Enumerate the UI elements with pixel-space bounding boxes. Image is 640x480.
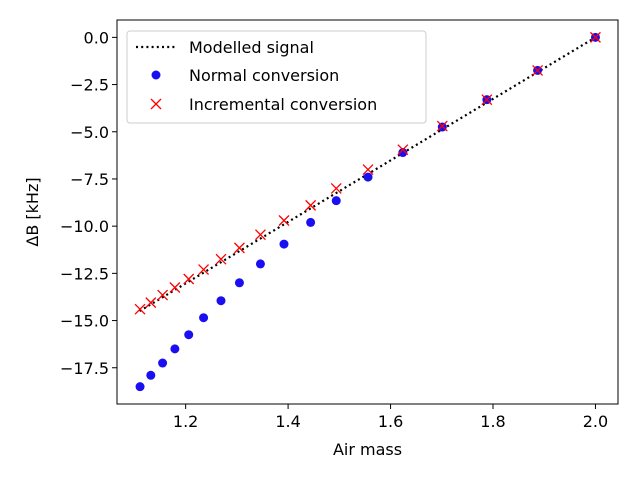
y-tick-label: −5.0 xyxy=(70,123,109,142)
y-axis-label: ΔB [kHz] xyxy=(23,177,42,246)
data-point-incremental-conversion xyxy=(233,242,245,254)
data-point-normal-conversion xyxy=(199,313,209,323)
data-point-normal-conversion xyxy=(146,370,156,380)
legend-marker-swatch xyxy=(150,98,162,110)
data-point-incremental-conversion xyxy=(134,303,146,315)
data-point-incremental-conversion xyxy=(278,215,290,226)
data-point-incremental-conversion xyxy=(198,264,210,276)
data-point-normal-conversion xyxy=(216,296,226,306)
legend-entry-incremental-conversion: Incremental conversion xyxy=(150,95,377,114)
data-point-incremental-conversion xyxy=(215,253,227,265)
x-axis-label: Air mass xyxy=(333,440,402,459)
legend-items: Modelled signal Normal conversion Incremen… xyxy=(136,38,377,114)
data-point-normal-conversion xyxy=(184,330,194,340)
data-point-normal-conversion xyxy=(363,172,373,182)
data-point-normal-conversion xyxy=(234,278,244,288)
x-tick-label: 1.6 xyxy=(378,412,403,431)
data-point-incremental-conversion xyxy=(305,199,317,211)
legend-entry-normal-conversion: Normal conversion xyxy=(151,66,339,85)
data-point-normal-conversion xyxy=(437,122,447,132)
legend-label: Incremental conversion xyxy=(189,95,377,114)
data-point-incremental-conversion xyxy=(436,120,448,132)
data-point-incremental-conversion xyxy=(183,273,195,285)
y-tick-label: −2.5 xyxy=(70,76,109,95)
data-point-normal-conversion xyxy=(279,239,289,249)
data-point-normal-conversion xyxy=(331,196,341,206)
data-point-incremental-conversion xyxy=(157,289,169,301)
data-point-normal-conversion xyxy=(170,344,180,354)
x-tick-label: 2.0 xyxy=(583,412,608,431)
legend: Modelled signal Normal conversion Incremen… xyxy=(126,30,427,124)
data-point-normal-conversion xyxy=(135,382,145,392)
x-tick-label: 1.2 xyxy=(173,412,198,431)
y-tick-label: −7.5 xyxy=(70,170,109,189)
y-tick-label: −17.5 xyxy=(60,359,109,378)
legend-entry-modelled-signal: Modelled signal xyxy=(136,38,314,57)
legend-marker-swatch xyxy=(151,70,161,80)
data-point-incremental-conversion xyxy=(397,144,409,156)
data-point-incremental-conversion xyxy=(481,94,493,106)
ticks-layer: 1.2 1.4 1.6 1.8 2.0 0.0 −2.5 −5.0 −7.5 −10.0 −12.5… xyxy=(60,28,608,431)
x-tick-label: 1.4 xyxy=(275,412,300,431)
data-point-normal-conversion xyxy=(255,259,265,269)
data-point-incremental-conversion xyxy=(169,282,181,293)
data-point-incremental-conversion xyxy=(330,182,342,194)
data-point-incremental-conversion xyxy=(254,229,266,241)
y-tick-label: −10.0 xyxy=(60,217,109,236)
legend-box xyxy=(126,30,427,124)
y-tick-label: −15.0 xyxy=(60,312,109,331)
data-point-incremental-conversion xyxy=(145,297,157,309)
plot-frame xyxy=(116,19,619,405)
legend-label: Normal conversion xyxy=(189,66,339,85)
data-point-normal-conversion xyxy=(398,148,408,158)
y-tick-label: −12.5 xyxy=(60,264,109,283)
y-tick-label: 0.0 xyxy=(84,28,109,47)
x-tick-label: 1.8 xyxy=(480,412,505,431)
data-point-normal-conversion xyxy=(306,217,316,227)
data-point-incremental-conversion xyxy=(590,31,601,43)
data-point-incremental-conversion xyxy=(532,64,544,76)
data-point-incremental-conversion xyxy=(362,164,374,175)
data-layer xyxy=(134,31,601,392)
data-point-normal-conversion xyxy=(158,358,168,368)
legend-label: Modelled signal xyxy=(189,38,314,57)
